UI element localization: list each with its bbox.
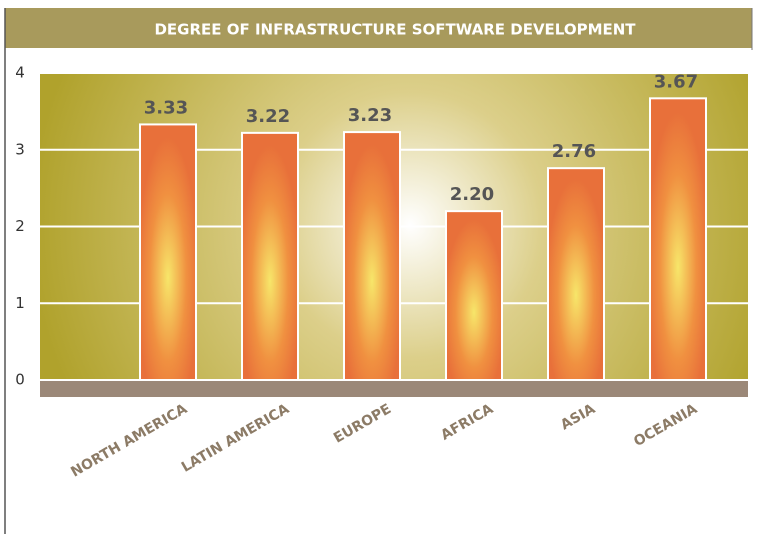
y-tick-label: 0 (15, 371, 25, 389)
x-tick-label: OCEANIA (631, 401, 700, 450)
x-tick-label: ASIA (558, 401, 598, 433)
x-tick-label: AFRICA (438, 401, 496, 444)
value-label: 3.23 (348, 105, 392, 126)
bar (445, 210, 503, 381)
value-label: 3.67 (654, 71, 698, 92)
bar (547, 167, 605, 381)
value-label: 2.76 (552, 141, 596, 162)
bar (649, 97, 707, 381)
value-label: 2.20 (450, 184, 494, 205)
value-label: 3.22 (246, 106, 290, 127)
x-tick-label: LATIN AMERICA (179, 401, 292, 476)
x-tick-label: EUROPE (331, 401, 394, 447)
x-tick-label: NORTH AMERICA (68, 401, 190, 481)
chart-title: DEGREE OF INFRASTRUCTURE SOFTWARE DEVELO… (154, 21, 636, 39)
y-tick-label: 1 (15, 294, 25, 312)
bar (343, 131, 401, 381)
header-band (5, 8, 752, 48)
floor (40, 380, 748, 397)
bar (139, 123, 197, 381)
value-label: 3.33 (144, 97, 188, 118)
y-tick-label: 4 (15, 64, 25, 82)
y-tick-label: 3 (15, 140, 25, 158)
bar (241, 131, 299, 381)
y-tick-label: 2 (15, 217, 25, 235)
